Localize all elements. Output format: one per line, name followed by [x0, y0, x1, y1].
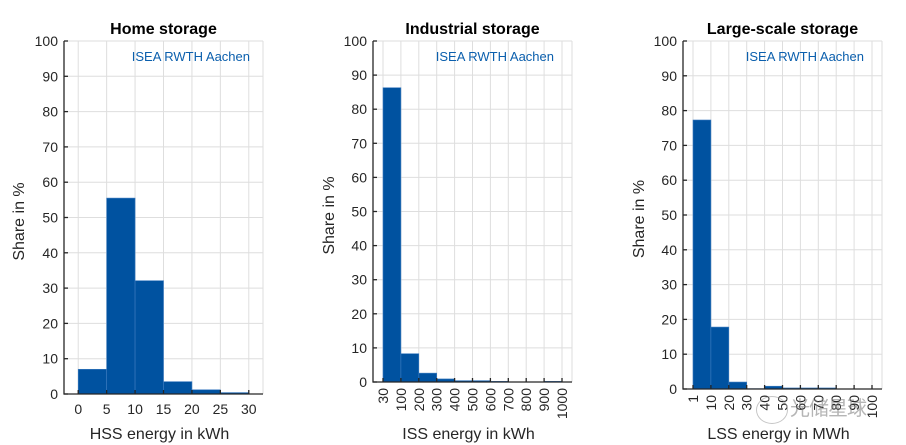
x-tick-label: 30	[241, 401, 257, 417]
y-tick-label: 90	[351, 67, 367, 83]
histogram-bar	[382, 87, 402, 383]
x-tick-label: 500	[465, 388, 481, 412]
x-tick-label: 100	[393, 388, 409, 412]
y-tick-label: 30	[351, 272, 367, 288]
y-tick-label: 80	[42, 104, 58, 120]
y-tick-label: 50	[351, 204, 367, 220]
y-tick-label: 100	[35, 33, 59, 49]
y-tick-label: 80	[351, 101, 367, 117]
chart-title: Large-scale storage	[707, 21, 858, 38]
histogram-bar	[163, 381, 193, 395]
histogram-bar	[710, 326, 730, 390]
x-tick-label: 0	[74, 401, 82, 417]
y-tick-label: 70	[42, 139, 58, 155]
x-tick-label: 1	[685, 395, 701, 403]
y-tick-label: 80	[661, 103, 677, 119]
y-tick-label: 50	[661, 207, 677, 223]
y-tick-label: 40	[42, 245, 58, 261]
y-tick-label: 70	[661, 137, 677, 153]
x-tick-label: 80	[828, 395, 844, 411]
y-tick-label: 10	[661, 346, 677, 362]
chart-panel-1: 0 10 20 30 40 50 60 70 80 90 100 0 5 10 15 20 25 30 Home s…	[11, 21, 264, 443]
y-tick-label: 0	[669, 381, 677, 397]
watermark: 光储星球	[756, 392, 867, 424]
y-tick-label: 30	[42, 280, 58, 296]
x-tick-label: 30	[375, 388, 391, 404]
source-annotation: ISEA RWTH Aachen	[746, 49, 864, 64]
x-tick-label: 20	[184, 401, 200, 417]
chart-title: Industrial storage	[405, 21, 539, 38]
x-tick-label: 300	[429, 388, 445, 412]
y-tick-label: 0	[359, 374, 367, 390]
x-tick-label: 900	[536, 388, 552, 412]
x-tick-label: 25	[213, 401, 229, 417]
histogram-bar	[77, 368, 107, 395]
y-tick-label: 100	[654, 33, 678, 49]
x-tick-label: 400	[447, 388, 463, 412]
y-tick-label: 100	[344, 33, 368, 49]
y-axis-label: Share in %	[321, 176, 338, 254]
x-tick-label: 90	[846, 395, 862, 411]
y-tick-label: 30	[661, 277, 677, 293]
histogram-bar	[400, 353, 420, 383]
y-tick-label: 0	[50, 386, 58, 402]
y-tick-label: 40	[351, 238, 367, 254]
histogram-bar	[418, 372, 437, 383]
source-annotation: ISEA RWTH Aachen	[436, 49, 554, 64]
wechat-logo-icon	[756, 395, 788, 424]
x-axis-label: LSS energy in MWh	[707, 426, 849, 443]
x-tick-label: 200	[411, 388, 427, 412]
y-tick-label: 70	[351, 135, 367, 151]
x-tick-label: 70	[810, 395, 826, 411]
x-tick-label: 30	[739, 395, 755, 411]
x-tick-label: 10	[127, 401, 143, 417]
y-tick-label: 10	[351, 340, 367, 356]
y-tick-label: 60	[661, 172, 677, 188]
histogram-bar	[106, 197, 136, 395]
y-tick-label: 40	[661, 242, 677, 258]
x-tick-label: 15	[156, 401, 172, 417]
histogram-bar	[692, 119, 712, 390]
x-tick-label: 5	[103, 401, 111, 417]
x-tick-label: 700	[500, 388, 516, 412]
y-tick-label: 50	[42, 210, 58, 226]
x-tick-label: 100	[864, 395, 880, 419]
chart-title: Home storage	[110, 21, 217, 38]
histogram-bar	[134, 280, 164, 395]
x-axis-label: HSS energy in kWh	[90, 426, 230, 443]
x-tick-label: 10	[703, 395, 719, 411]
y-tick-label: 20	[661, 311, 677, 327]
x-tick-label: 60	[792, 395, 808, 411]
y-tick-label: 90	[42, 68, 58, 84]
x-tick-label: 20	[721, 395, 737, 411]
x-axis-label: ISS energy in kWh	[402, 426, 535, 443]
y-tick-label: 20	[351, 306, 367, 322]
y-tick-label: 10	[42, 351, 58, 367]
x-tick-label: 1000	[554, 388, 570, 419]
y-tick-label: 90	[661, 68, 677, 84]
x-tick-label: 600	[482, 388, 498, 412]
y-tick-label: 60	[42, 174, 58, 190]
y-axis-label: Share in %	[11, 182, 28, 260]
y-axis-label: Share in %	[631, 180, 648, 258]
source-annotation: ISEA RWTH Aachen	[132, 49, 250, 64]
y-tick-label: 20	[42, 315, 58, 331]
histogram-bar	[728, 381, 747, 390]
x-tick-label: 800	[518, 388, 534, 412]
watermark-text: 光储星球	[790, 396, 867, 420]
y-tick-label: 60	[351, 169, 367, 185]
